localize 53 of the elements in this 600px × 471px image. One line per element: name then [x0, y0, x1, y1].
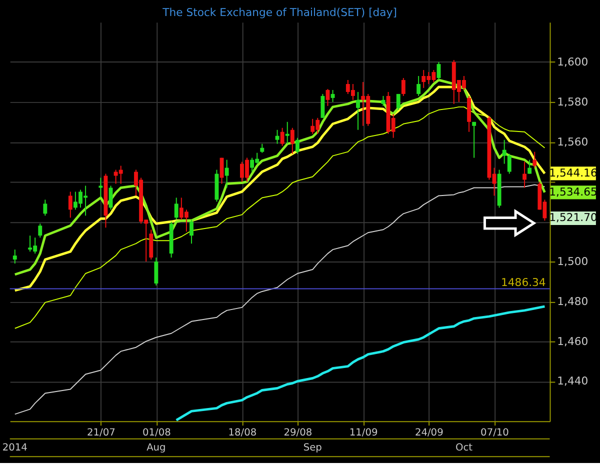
x2-tick-label: 2014	[2, 442, 28, 454]
line-series	[14, 184, 546, 415]
x-tick-label: 07/10	[480, 427, 509, 438]
line-series	[175, 305, 546, 422]
x-tick-label: 01/08	[142, 427, 171, 438]
x-tick-label: 24/09	[414, 427, 444, 438]
candlestick	[507, 153, 512, 174]
y-tick-label: 1,600	[557, 55, 588, 68]
x2-tick-label: Aug	[146, 442, 166, 454]
candlestick	[154, 257, 158, 286]
data-label: 1,544.16	[549, 166, 598, 180]
candlestick	[330, 89, 335, 102]
y-tick-label: 1,560	[557, 135, 588, 148]
candlestick	[98, 177, 103, 198]
candlestick	[356, 91, 360, 130]
y-tick-label: 1,500	[557, 255, 588, 268]
x2-tick-label: Sep	[303, 442, 322, 454]
candlestick	[472, 121, 476, 158]
candlestick	[396, 93, 400, 110]
y-tick-label: 1,440	[557, 374, 588, 388]
ref-line-label: 1486.34	[501, 276, 546, 289]
candlestick	[295, 137, 300, 154]
candlestick	[190, 219, 194, 244]
x-tick-label: 29/08	[284, 427, 312, 438]
y-tick-label: 1,460	[557, 334, 588, 348]
candlestick	[12, 249, 17, 264]
candlestick	[68, 191, 72, 218]
x-tick-label: 11/09	[349, 427, 378, 438]
candlestick	[149, 229, 154, 260]
candlestick	[416, 76, 421, 96]
candlestick	[528, 159, 532, 174]
candlestick	[320, 93, 325, 118]
candlestick	[522, 161, 526, 188]
candlestick	[174, 197, 178, 220]
candlestick	[502, 139, 506, 164]
candlestick	[38, 223, 42, 238]
y-tick-label: 1,580	[557, 95, 588, 108]
x2-tick-label: Oct	[455, 442, 473, 454]
line-series	[14, 106, 546, 329]
y-tick-label: 1,480	[557, 294, 588, 308]
candlestick	[290, 127, 294, 154]
x-tick-label: 18/08	[228, 427, 257, 438]
candlestick	[224, 159, 229, 188]
chart-title: The Stock Exchange of Thailand(SET) [day]	[162, 6, 397, 20]
candlestick	[532, 151, 537, 168]
data-label: 1,534.65	[549, 185, 598, 198]
candlestick	[280, 127, 284, 146]
x-tick-label: 21/07	[86, 427, 116, 438]
candlestick	[43, 199, 48, 216]
candlestick	[275, 129, 280, 144]
candlestick	[401, 78, 406, 96]
candlestick	[467, 95, 471, 132]
candlestick	[285, 121, 290, 144]
